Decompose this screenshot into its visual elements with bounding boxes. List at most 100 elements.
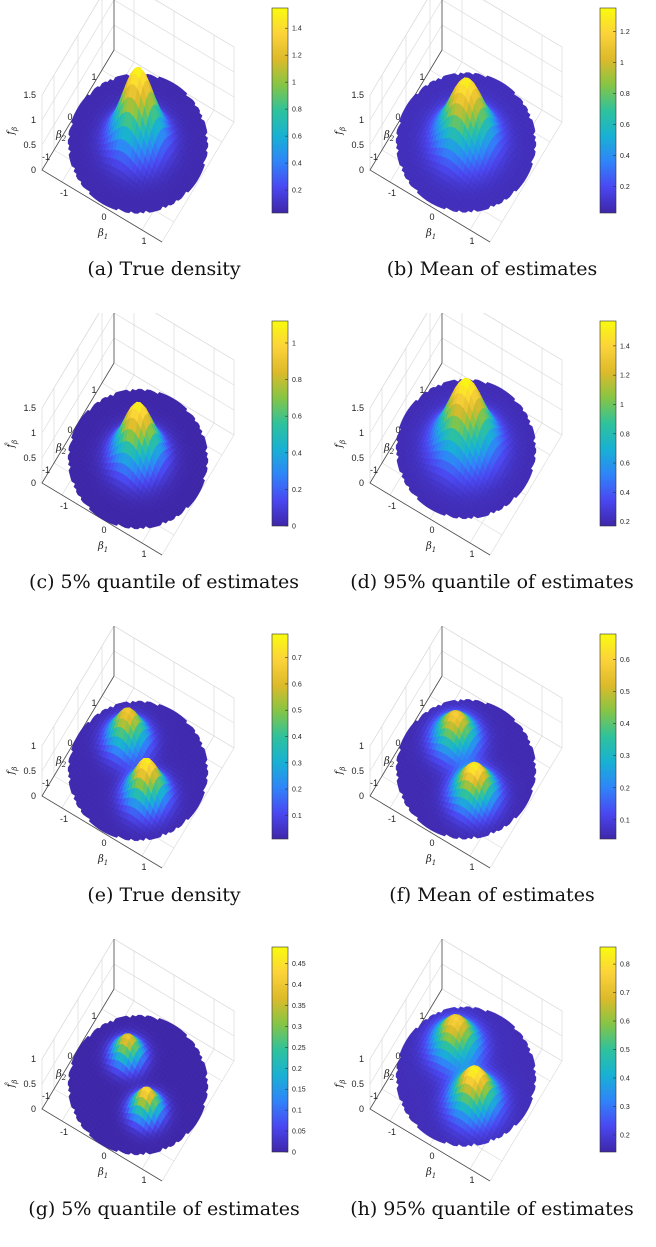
z-tick-label: 1 [359,741,364,751]
surface-plot: 00.51-10110-1f̂ββ1β20.450.40.350.30.250.… [0,939,328,1189]
x-tick-label: 0 [429,838,434,848]
y-tick-label: 0 [67,112,72,122]
x-tick-label: -1 [60,1127,68,1137]
x-axis-label: β1 [97,854,108,867]
z-tick-label: 0.5 [23,140,36,150]
y-tick-label: 1 [419,1011,424,1021]
colorbar-tick-label: 1.4 [292,26,302,33]
colorbar-tick-label: 0.4 [292,734,302,741]
colorbar-tick-label: 0.4 [620,721,630,728]
z-tick-label: 1 [359,1054,364,1064]
x-axis-label: β1 [425,228,436,241]
z-tick-label: 1.5 [351,403,364,413]
colorbar-tick-label: 0.2 [620,184,630,191]
colorbar-tick-label: 0.1 [292,1108,302,1115]
subplot-caption: (b) Mean of estimates [328,258,656,280]
y-tick-label: 0 [395,738,400,748]
colorbar-tick-label: 0.2 [292,787,302,794]
x-tick-label: 0 [429,1151,434,1161]
x-axis-label: β1 [425,854,436,867]
x-tick-label: 1 [469,862,474,872]
colorbar-tick-label: 0.5 [620,689,630,696]
z-tick-label: 0 [359,791,364,801]
z-tick-label: 0.5 [23,1079,36,1089]
y-tick-label: 0 [67,425,72,435]
y-tick-label: 0 [67,1051,72,1061]
y-tick-label: 1 [91,698,96,708]
colorbar-tick-label: 0.6 [620,461,630,468]
colorbar-tick-label: 0.3 [620,1104,630,1111]
colorbar-tick-label: 0.3 [292,1024,302,1031]
colorbar-tick-label: 0.45 [292,961,306,968]
x-tick-label: 1 [141,549,146,559]
colorbar-tick-label: 0.2 [620,1132,630,1139]
x-tick-label: 1 [141,862,146,872]
colorbar-tick-label: 0.2 [292,1066,302,1073]
y-tick-label: -1 [42,465,50,475]
z-tick-label: 0 [359,1104,364,1114]
colorbar-tick-label: 0.7 [292,655,302,662]
colorbar-tick-label: 0.4 [620,153,630,160]
z-axis-label: f̂β [5,1080,19,1089]
colorbar-tick-label: 0.4 [292,982,302,989]
z-tick-label: 0.5 [351,766,364,776]
x-axis-label: β1 [97,541,108,554]
z-tick-label: 0 [31,478,36,488]
y-tick-label: 0 [395,1051,400,1061]
x-tick-label: -1 [388,814,396,824]
y-tick-label: -1 [42,1091,50,1101]
colorbar-tick-label: 1 [620,402,624,409]
x-axis-label: β1 [97,228,108,241]
colorbar-tick-label: 1 [292,340,296,347]
density-surface [396,378,536,519]
colorbar-tick-label: 1.2 [620,373,630,380]
colorbar-tick-label: 0.8 [292,377,302,384]
z-tick-label: 0.5 [23,766,36,776]
x-tick-label: -1 [388,501,396,511]
z-axis-label: fβ [334,1080,347,1089]
z-tick-label: 1 [31,1054,36,1064]
colorbar-tick-label: 0.5 [620,1047,630,1054]
density-surface [68,1015,208,1155]
colorbar-tick-label: 0.1 [620,817,630,824]
density-surface [396,1007,536,1147]
colorbar-tick-label: 0.3 [292,760,302,767]
x-tick-label: 0 [101,212,106,222]
colorbar-tick-label: 0.6 [292,681,302,688]
x-tick-label: 1 [469,549,474,559]
z-axis-label: fβ [6,127,19,136]
z-tick-label: 1.5 [23,90,36,100]
z-tick-label: 1 [31,115,36,125]
colorbar-tick-label: 0.5 [292,708,302,715]
colorbar-tick-label: 0.25 [292,1045,306,1052]
colorbar-tick-label: 0.2 [620,785,630,792]
y-tick-label: 0 [395,425,400,435]
colorbar-tick-label: 0.4 [292,450,302,457]
density-surface [68,67,208,213]
y-tick-label: -1 [42,152,50,162]
density-surface [68,701,208,841]
y-tick-label: -1 [370,778,378,788]
z-tick-label: 0.5 [351,1079,364,1089]
x-tick-label: -1 [60,501,68,511]
z-tick-label: 1 [31,741,36,751]
subplot-caption: (g) 5% quantile of estimates [0,1198,328,1220]
colorbar-tick-label: 0.4 [620,490,630,497]
colorbar-tick-label: 0.2 [292,487,302,494]
colorbar-tick-label: 0.1 [292,813,302,820]
colorbar-tick-label: 0.2 [620,519,630,526]
x-tick-label: 0 [429,212,434,222]
z-tick-label: 0.5 [351,453,364,463]
z-axis-label: f̂β [5,440,19,449]
colorbar-tick-label: 1.4 [620,343,630,350]
x-tick-label: -1 [60,188,68,198]
colorbar-tick-label: 0.3 [620,753,630,760]
colorbar-tick-label: 0 [292,524,296,531]
